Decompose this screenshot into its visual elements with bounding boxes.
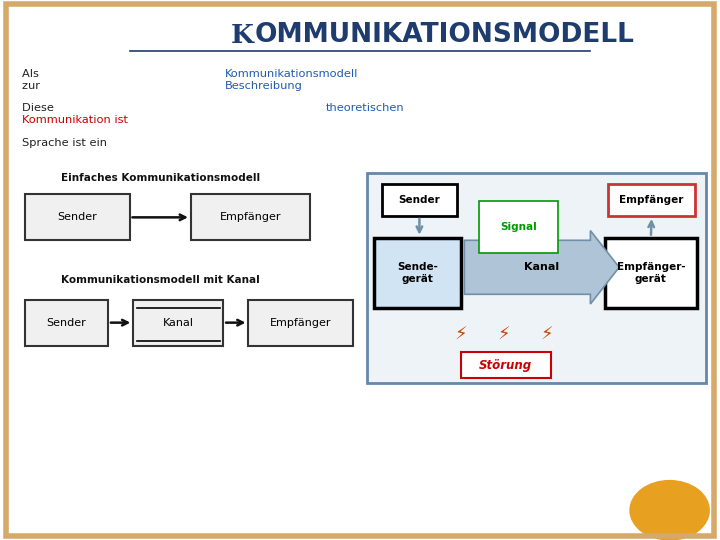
Circle shape	[630, 481, 709, 540]
FancyBboxPatch shape	[382, 184, 457, 216]
Text: Sprache ist ein: Sprache ist ein	[22, 138, 110, 148]
FancyBboxPatch shape	[191, 194, 310, 240]
Text: Als: Als	[22, 69, 42, 79]
Text: Sender: Sender	[58, 212, 97, 222]
Text: Diese: Diese	[22, 103, 57, 113]
Text: Beschreibung: Beschreibung	[225, 81, 302, 91]
FancyBboxPatch shape	[367, 173, 706, 383]
Text: Kanal: Kanal	[163, 318, 194, 328]
Text: Kommunikation ist: Kommunikation ist	[22, 115, 127, 125]
Text: Kommunikationsmodell mit Kanal: Kommunikationsmodell mit Kanal	[61, 275, 260, 286]
FancyBboxPatch shape	[248, 300, 353, 346]
Text: ⚡: ⚡	[454, 326, 467, 344]
Text: Empfänger: Empfänger	[220, 212, 281, 222]
Text: Kommunikationsmodell: Kommunikationsmodell	[225, 69, 358, 79]
Text: Kanal: Kanal	[524, 262, 559, 272]
FancyBboxPatch shape	[133, 300, 223, 346]
Text: theoretischen: theoretischen	[326, 103, 405, 113]
Text: Sender: Sender	[399, 195, 440, 205]
FancyBboxPatch shape	[25, 300, 108, 346]
Text: Empfänger: Empfänger	[619, 195, 684, 205]
FancyBboxPatch shape	[25, 194, 130, 240]
FancyBboxPatch shape	[605, 238, 697, 308]
Text: K: K	[230, 23, 253, 48]
FancyBboxPatch shape	[608, 184, 695, 216]
Text: Sende-
gerät: Sende- gerät	[397, 261, 438, 284]
Polygon shape	[464, 231, 619, 304]
Text: Empfänger-
gerät: Empfänger- gerät	[616, 261, 685, 284]
Text: zur: zur	[22, 81, 43, 91]
Text: ⚡: ⚡	[498, 326, 510, 344]
FancyBboxPatch shape	[374, 238, 461, 308]
Text: ⚡: ⚡	[541, 326, 554, 344]
Text: OMMUNIKATIONSMODELL: OMMUNIKATIONSMODELL	[255, 22, 635, 48]
Text: Einfaches Kommunikationsmodell: Einfaches Kommunikationsmodell	[61, 173, 261, 183]
Text: Empfänger: Empfänger	[270, 318, 331, 328]
FancyBboxPatch shape	[461, 352, 551, 378]
Text: Signal: Signal	[500, 222, 537, 232]
Text: Störung: Störung	[480, 359, 532, 372]
Text: Sender: Sender	[47, 318, 86, 328]
